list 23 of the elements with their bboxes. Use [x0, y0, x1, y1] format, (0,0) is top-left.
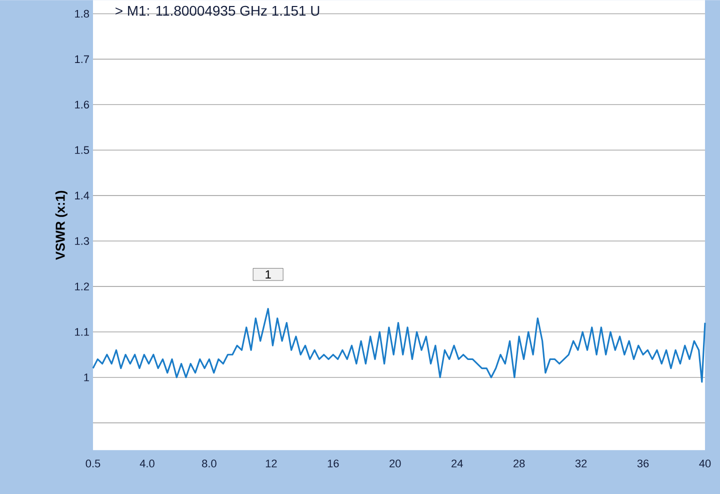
y-tick-label: 1.5 — [75, 146, 90, 154]
y-tick-label: 1.2 — [75, 282, 89, 290]
y-tick-label: 1.4 — [75, 192, 90, 200]
x-tick-label: 12 — [266, 460, 277, 468]
y-tick-label: 1.3 — [75, 237, 89, 245]
x-tick-label: 0.5 — [86, 460, 100, 468]
y-tick-label: 1.7 — [75, 55, 89, 63]
x-tick-label: 16 — [328, 460, 339, 468]
x-tick-label: 36 — [637, 460, 649, 468]
annotation: 1 — [266, 270, 271, 278]
x-tick-label: 24 — [452, 460, 463, 468]
y-axis-title: VSWR (x:1) — [55, 190, 68, 260]
y-tick-label: 1.6 — [75, 100, 89, 108]
x-tick-label: 40 — [699, 460, 711, 468]
y-tick-label: 1.1 — [75, 328, 89, 336]
x-tick-label: 4.0 — [140, 460, 154, 468]
x-tick-label: 20 — [390, 460, 401, 468]
x-tick-label: 32 — [575, 460, 587, 468]
x-tick-label: 28 — [514, 460, 525, 468]
y-tick-label: 1 — [84, 374, 89, 382]
annotation: > M1: 11.80004935 GHz 1.151 U — [116, 6, 320, 16]
y-tick-label: 1.8 — [75, 10, 89, 18]
x-tick-label: 8.0 — [202, 460, 216, 468]
